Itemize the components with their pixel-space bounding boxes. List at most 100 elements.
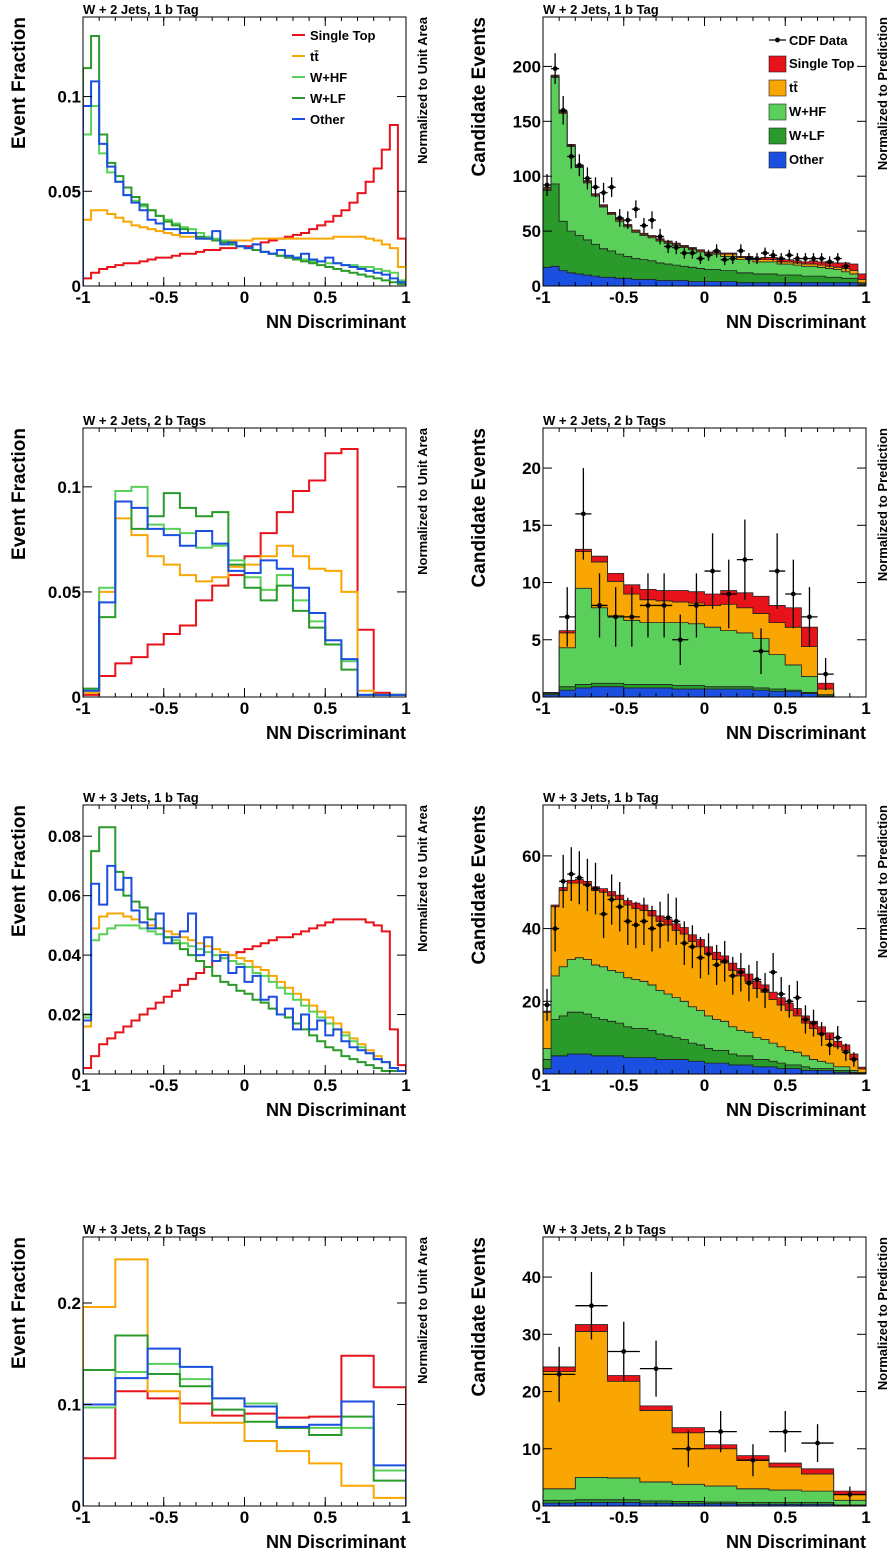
panel-w2j-1tag-fraction: -1 -0.5 0 0.5 1 0 0.05 0.1 W + 2 Jets, 1 b Tag NN… [9,2,430,332]
data-point [710,568,715,574]
panel-w3j-2tag-fraction: -1 -0.5 0 0.5 1 0 0.1 0.2 W + 3 Jets, 2 b Tags NN… [9,1222,430,1552]
data-point [576,162,582,168]
data-point [653,1366,659,1372]
x-tick-label: -0.5 [609,1076,638,1095]
data-point [673,245,679,250]
x-tick-label: 0.5 [773,1508,797,1527]
y-tick-label: 0.06 [48,887,81,906]
plot-area [83,826,406,1074]
y-tick-label: 10 [522,1440,541,1459]
series-line-ttbar [83,1258,406,1506]
legend-swatch-ttbar [768,79,787,97]
x-tick-label: -1 [535,699,550,718]
data-point [601,190,606,196]
panel-w2j-2tag-fraction: -1 -0.5 0 0.5 1 0 0.05 0.1 W + 2 Jets, 2 b Tags N… [9,413,430,743]
legend-label: CDF Data [789,33,848,48]
x-tick-label: 0 [700,1508,709,1527]
x-tick-label: 1 [861,699,870,718]
plot-area [543,468,866,697]
data-point [851,1057,857,1062]
panel-title: W + 3 Jets, 2 b Tags [83,1222,206,1237]
y-tick-label: 0.04 [48,946,82,965]
data-point [633,206,639,212]
data-point [613,614,619,620]
y-axis-label: Event Fraction [9,805,30,937]
data-point [568,154,574,159]
panel-title: W + 3 Jets, 2 b Tags [543,1222,666,1237]
panel-w3j-1tag-fraction: -1 -0.5 0 0.5 1 0 0.02 0.04 0.06 0.08 W + 3 Jets, … [9,790,430,1120]
data-point [677,637,683,643]
plot-frame [82,804,407,1075]
data-point [597,603,602,608]
legend-swatch-single_top [768,55,787,73]
x-tick-label: -0.5 [149,1508,178,1527]
stack-single_top [543,74,866,280]
y-tick-label: 20 [522,992,541,1011]
data-point [794,995,800,1001]
y-axis-label: Candidate Events [469,17,490,176]
panel-title: W + 3 Jets, 1 b Tag [83,790,199,805]
x-tick-label: -1 [75,288,90,307]
y-axis-label: Event Fraction [9,17,30,149]
data-point [633,922,639,928]
data-point [698,955,703,961]
y-tick-label: 0 [72,1497,81,1516]
y-tick-label: 20 [522,459,541,478]
data-point [544,1002,550,1008]
panel-title: W + 2 Jets, 1 b Tag [543,2,659,17]
legend-label: Single Top [789,56,855,71]
y-tick-label: 20 [522,1383,541,1402]
data-point [589,1303,594,1309]
data-point [625,217,631,223]
y-tick-label: 0 [72,1065,81,1084]
y-tick-label: 0.1 [57,88,81,107]
series-line-single_top [83,918,406,1074]
legend-data-marker [775,37,780,43]
data-point [746,980,752,986]
side-label: Normalized to Unit Area [415,1236,430,1384]
data-point [617,215,623,221]
data-point [827,259,833,265]
y-tick-label: 0.08 [48,827,81,846]
x-tick-label: -1 [535,288,550,307]
data-point [758,648,764,654]
legend-swatch-whf [768,103,787,121]
x-tick-label: 0 [240,288,249,307]
x-tick-label: 0.5 [773,1076,797,1095]
data-point [609,897,615,902]
data-point [601,911,606,917]
x-tick-label: -0.5 [149,1076,178,1095]
y-tick-label: 0 [532,277,541,296]
x-tick-label: 1 [401,1508,410,1527]
data-point [714,962,720,968]
series-line-whf [83,924,406,1074]
data-point [649,217,655,223]
data-point [694,603,699,608]
data-point [742,557,748,563]
y-axis-label: Candidate Events [469,1237,490,1396]
data-point [762,987,768,993]
side-label: Normalized to Unit Area [415,804,430,952]
side-label: Normalized to Unit Area [415,16,430,164]
data-point [778,991,784,997]
data-point [770,252,776,258]
x-tick-label: -1 [75,699,90,718]
series-line-other [83,864,406,1074]
data-point [593,886,598,892]
series-line-single_top [83,123,406,286]
side-label: Normalized to Unit Area [415,427,430,575]
x-tick-label: 0 [240,1076,249,1095]
data-point [778,256,784,261]
data-point [738,969,744,975]
data-point [843,263,849,269]
panel-title: W + 2 Jets, 1 b Tag [83,2,199,17]
data-point [718,1429,724,1434]
data-point [730,256,736,261]
x-tick-label: 0 [700,1076,709,1095]
y-tick-label: 0.1 [57,478,81,497]
y-tick-label: 5 [532,631,541,650]
data-point [746,256,752,261]
x-tick-label: 1 [861,288,870,307]
data-point [762,250,768,256]
